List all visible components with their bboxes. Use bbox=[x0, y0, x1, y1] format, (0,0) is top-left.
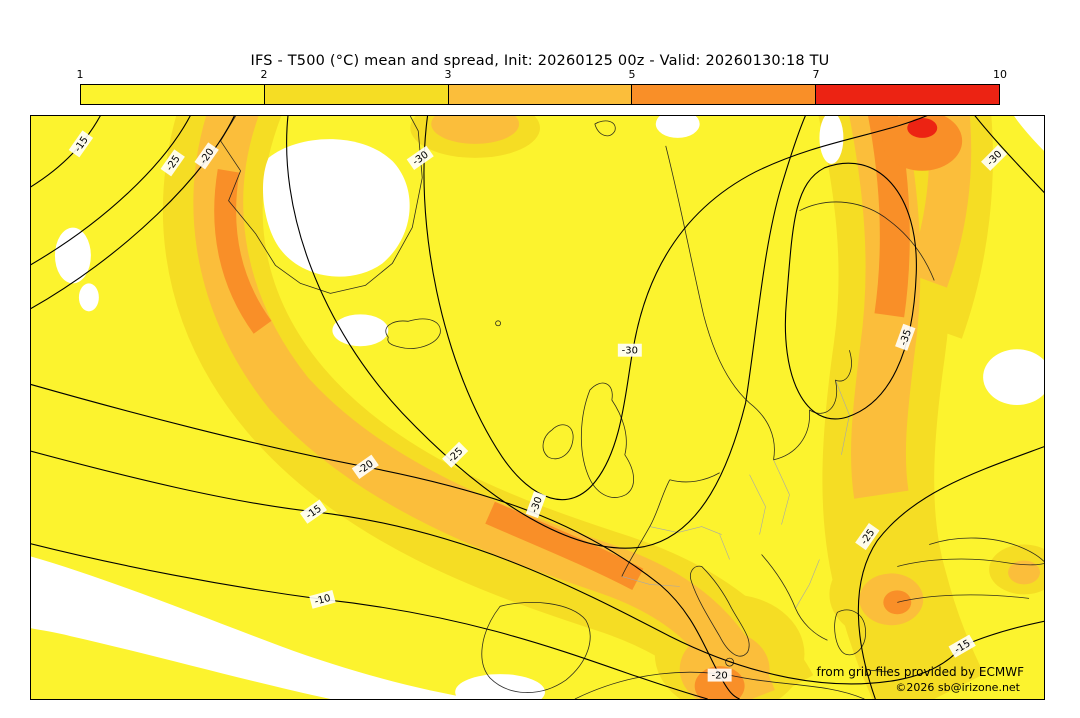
attribution-source: from grib files provided by ECMWF bbox=[816, 665, 1024, 679]
colorbar-segment bbox=[816, 85, 999, 104]
chart-title: IFS - T500 (°C) mean and spread, Init: 2… bbox=[250, 53, 830, 69]
colorbar-ticks: 1 2 3 5 7 10 bbox=[76, 68, 1008, 82]
colorbar-segment bbox=[632, 85, 817, 104]
svg-text:-35: -35 bbox=[898, 328, 914, 347]
colorbar-tick-label: 2 bbox=[260, 68, 268, 81]
svg-text:-30: -30 bbox=[622, 346, 638, 357]
contour-label: -30 bbox=[617, 343, 642, 357]
colorbar-tick-label: 10 bbox=[993, 68, 1007, 81]
colorbar-tick-label: 5 bbox=[628, 68, 636, 81]
colorbar-segment bbox=[264, 85, 449, 104]
colorbar-tick-label: 3 bbox=[444, 68, 452, 81]
contour-label: -10 bbox=[309, 589, 336, 609]
colorbar-segment bbox=[448, 85, 633, 104]
spread-colorbar: 1 2 3 5 7 10 bbox=[76, 68, 1008, 108]
contour-label: -30 bbox=[525, 491, 547, 519]
attribution-copyright: ©2026 sb@irizone.net bbox=[895, 681, 1020, 694]
svg-text:-30: -30 bbox=[529, 495, 545, 514]
weather-map: -15-25 -20 -30 -30-35-30-30-25-20-15-10-25-… bbox=[31, 116, 1044, 699]
contour-label: -20 bbox=[707, 668, 732, 682]
colorbar-tick-label: 1 bbox=[76, 68, 84, 81]
svg-text:-10: -10 bbox=[313, 593, 332, 608]
colorbar-segments bbox=[80, 84, 1000, 105]
svg-text:-20: -20 bbox=[711, 671, 727, 682]
coastlines-layer bbox=[220, 116, 1044, 699]
colorbar-segment bbox=[81, 85, 265, 104]
spread-fill-layer bbox=[31, 116, 1044, 699]
country-borders-layer bbox=[621, 379, 850, 609]
map-panel: -15 -25 -20 -30 -30 -35 -30 -30 -25 -20 -15 -10 -25-… bbox=[30, 115, 1045, 700]
colorbar-tick-label: 7 bbox=[812, 68, 820, 81]
contour-label: -35 bbox=[895, 323, 916, 351]
